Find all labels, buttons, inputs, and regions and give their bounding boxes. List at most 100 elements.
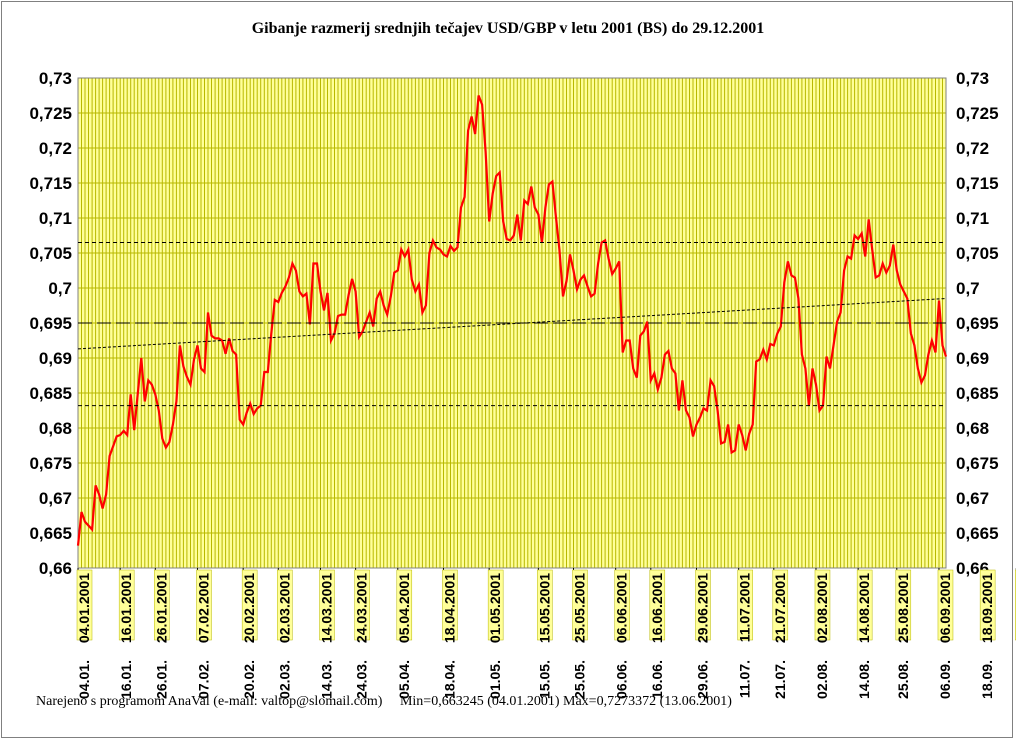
- x-tick-label: 02.08.: [814, 660, 830, 699]
- y-tick-right: 0,675: [956, 454, 999, 473]
- x-tick-label: 14.03.: [319, 660, 335, 699]
- x-tick-label-box: [649, 569, 666, 641]
- x-tick-label: 06.06.: [614, 660, 630, 699]
- x-tick-year: 07.02.2001: [196, 573, 212, 643]
- x-tick-label-box: [614, 569, 630, 641]
- y-tick-left: 0,68: [39, 419, 72, 438]
- y-tick-right: 0,705: [956, 244, 999, 263]
- y-tick-left: 0,685: [29, 384, 72, 403]
- x-tick-label: 20.02.: [241, 660, 257, 699]
- y-tick-left: 0,7: [48, 279, 72, 298]
- y-tick-left: 0,665: [29, 524, 72, 543]
- y-tick-right: 0,695: [956, 314, 999, 333]
- y-tick-left: 0,725: [29, 104, 72, 123]
- y-tick-right: 0,71: [956, 209, 989, 228]
- x-tick-label-box: [319, 569, 335, 641]
- chart-footer: Narejeno s programom AnaVal (e-mail: val…: [36, 694, 732, 709]
- x-tick-label-box: [241, 569, 258, 641]
- x-tick-year: 25.05.2001: [572, 573, 588, 643]
- y-tick-left: 0,73: [39, 69, 72, 88]
- x-tick-year: 25.08.2001: [895, 573, 911, 643]
- x-tick-label: 05.04.: [396, 660, 412, 699]
- x-tick-year: 15.05.2001: [536, 573, 552, 643]
- x-tick-label: 18.09.: [979, 660, 995, 699]
- x-tick-label: 26.01.: [153, 660, 169, 699]
- x-tick-label: 06.09.: [937, 660, 953, 699]
- x-tick-label-box: [856, 569, 873, 641]
- chart-title: Gibanje razmerij srednjih tečajev USD/GB…: [251, 20, 765, 37]
- x-tick-year: 28.09.2001: [1014, 573, 1016, 643]
- y-tick-right: 0,725: [956, 104, 999, 123]
- x-tick-label-box: [937, 569, 954, 641]
- x-tick-label-box: [895, 569, 912, 641]
- y-tick-right: 0,715: [956, 174, 999, 193]
- x-tick-label-box: [487, 569, 504, 641]
- x-tick-year: 18.04.2001: [442, 573, 458, 643]
- x-tick-year: 14.03.2001: [319, 573, 335, 643]
- x-tick-label: 07.02.: [196, 660, 212, 699]
- x-tick-year: 05.04.2001: [396, 573, 412, 643]
- y-tick-left: 0,72: [39, 139, 72, 158]
- y-tick-left: 0,69: [39, 349, 72, 368]
- x-tick-label-box: [814, 569, 831, 641]
- x-tick-label-box: [695, 569, 711, 641]
- y-tick-right: 0,7: [956, 279, 980, 298]
- x-tick-year: 26.01.2001: [153, 573, 169, 643]
- y-tick-left: 0,71: [39, 209, 72, 228]
- y-tick-right: 0,68: [956, 419, 989, 438]
- x-tick-label: 11.07.: [737, 660, 753, 698]
- x-tick-year: 18.09.2001: [979, 573, 995, 643]
- x-tick-year: 01.05.2001: [487, 573, 503, 643]
- y-tick-left: 0,695: [29, 314, 72, 333]
- x-tick-year: 02.08.2001: [814, 573, 830, 643]
- y-tick-left: 0,675: [29, 454, 72, 473]
- x-tick-label: 02.03.: [276, 660, 292, 699]
- y-tick-left: 0,66: [39, 559, 72, 578]
- y-tick-right: 0,69: [956, 349, 989, 368]
- x-tick-year: 14.08.2001: [856, 573, 872, 643]
- x-tick-year: 02.03.2001: [276, 573, 292, 643]
- x-tick-label: 04.01.: [76, 660, 92, 699]
- x-tick-year: 04.01.2001: [76, 573, 92, 643]
- x-tick-year: 24.03.2001: [354, 573, 370, 643]
- x-tick-label-box: [537, 569, 553, 641]
- x-tick-label: 01.05.: [487, 660, 503, 699]
- y-tick-right: 0,67: [956, 489, 989, 508]
- y-tick-left: 0,705: [29, 244, 72, 263]
- x-tick-label: 25.05.: [572, 660, 588, 699]
- x-tick-label-box: [154, 569, 170, 641]
- x-tick-label-box: [979, 569, 996, 641]
- x-tick-label-box: [396, 569, 413, 641]
- y-tick-right: 0,665: [956, 524, 999, 543]
- x-tick-label: 14.08.: [856, 660, 872, 699]
- x-tick-label: 15.05.: [536, 660, 552, 699]
- y-tick-right: 0,73: [956, 69, 989, 88]
- x-tick-label-box: [277, 569, 293, 641]
- x-tick-year: 06.09.2001: [937, 573, 953, 643]
- y-tick-right: 0,72: [956, 139, 989, 158]
- x-tick-label-box: [772, 569, 789, 641]
- y-tick-left: 0,67: [39, 489, 72, 508]
- x-tick-year: 16.06.2001: [649, 573, 665, 643]
- x-tick-label: 16.06.: [649, 660, 665, 699]
- x-tick-label-box: [196, 569, 212, 641]
- x-tick-label-box: [76, 569, 93, 641]
- x-tick-label: 28.09.: [1014, 660, 1016, 699]
- x-tick-year: 20.02.2001: [241, 573, 257, 643]
- x-tick-label: 25.08.: [895, 660, 911, 699]
- x-tick-label-box: [572, 569, 588, 641]
- x-tick-year: 29.06.2001: [695, 573, 711, 643]
- x-tick-label-box: [118, 569, 135, 641]
- x-tick-year: 21.07.2001: [772, 573, 788, 643]
- y-tick-right: 0,685: [956, 384, 999, 403]
- x-tick-year: 16.01.2001: [118, 573, 134, 643]
- x-tick-label: 16.01.: [118, 660, 134, 699]
- x-tick-label: 24.03.: [354, 660, 370, 699]
- x-tick-year: 06.06.2001: [614, 573, 630, 643]
- x-tick-label-box: [737, 569, 753, 641]
- x-tick-label-box: [354, 569, 370, 641]
- x-tick-label: 18.04.: [442, 660, 458, 699]
- x-tick-label: 29.06.: [695, 660, 711, 699]
